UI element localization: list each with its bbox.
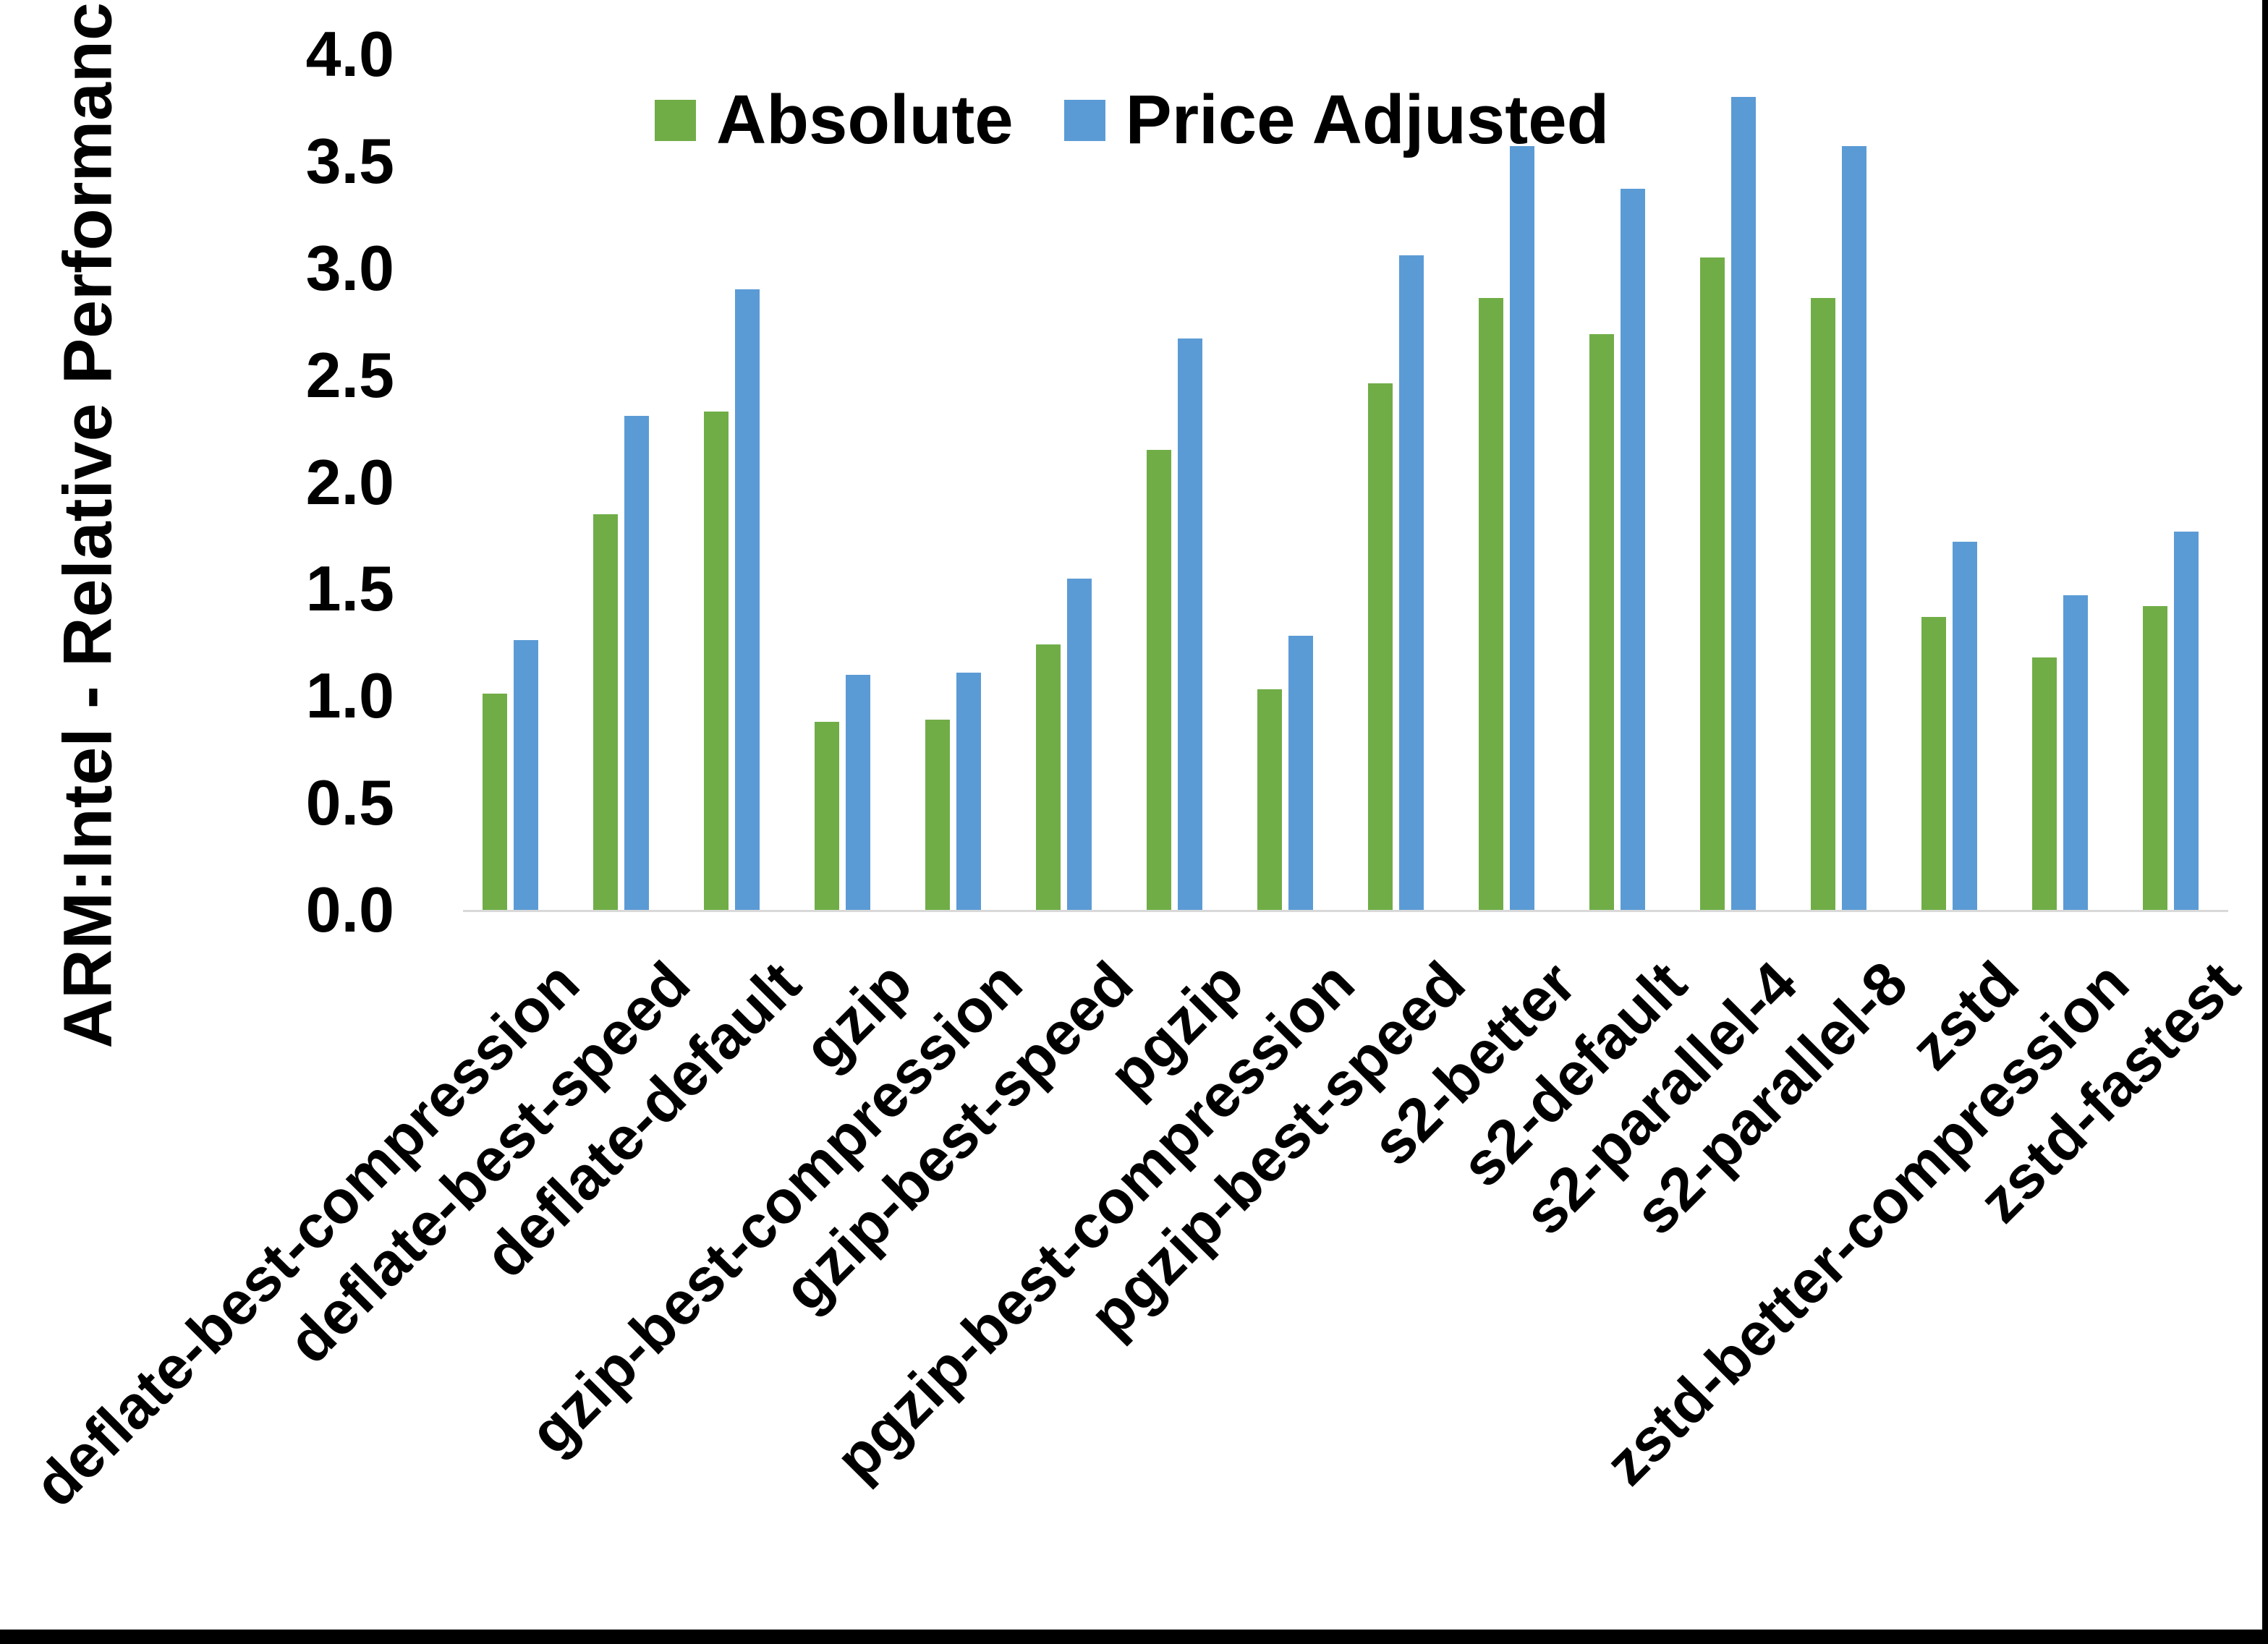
bar-price-adjusted bbox=[1953, 542, 1977, 910]
y-axis-tick-label: 2.0 bbox=[305, 446, 394, 518]
bar-absolute bbox=[593, 514, 618, 910]
x-axis-line bbox=[463, 910, 2228, 912]
bar-price-adjusted bbox=[2174, 532, 2199, 910]
bar-absolute bbox=[1147, 450, 1171, 910]
legend: Absolute Price Adjusted bbox=[655, 85, 1609, 155]
bar-absolute bbox=[2143, 606, 2167, 910]
screen-edge-bottom bbox=[0, 1630, 2268, 1644]
bar-absolute bbox=[1589, 334, 1614, 910]
bar-price-adjusted bbox=[624, 416, 649, 910]
bar-price-adjusted bbox=[514, 640, 538, 910]
bar-price-adjusted bbox=[1399, 255, 1424, 910]
bar-absolute bbox=[1811, 298, 1835, 910]
bar-absolute bbox=[815, 722, 839, 910]
y-axis-tick-label: 2.5 bbox=[305, 338, 394, 411]
bar-price-adjusted bbox=[1067, 579, 1092, 910]
y-axis-tick-label: 0.5 bbox=[305, 767, 394, 839]
bar-price-adjusted bbox=[1731, 97, 1756, 910]
y-axis-title: ARM:Intel - Relative Performance bbox=[49, 0, 127, 1049]
bar-price-adjusted bbox=[846, 675, 870, 910]
bar-price-adjusted bbox=[956, 673, 981, 910]
screen-edge-right bbox=[2262, 0, 2268, 1644]
legend-swatch-absolute bbox=[655, 99, 696, 141]
y-axis-tick-label: 3.5 bbox=[305, 124, 394, 197]
y-axis-tick-label: 1.5 bbox=[305, 553, 394, 625]
bar-price-adjusted bbox=[2063, 595, 2088, 910]
y-axis-tick-label: 4.0 bbox=[305, 18, 394, 90]
bar-absolute bbox=[1368, 383, 1393, 910]
bar-price-adjusted bbox=[735, 289, 760, 910]
legend-label-price-adjusted: Price Adjusted bbox=[1125, 81, 1610, 158]
bar-price-adjusted bbox=[1621, 189, 1645, 910]
y-axis-tick-label: 1.0 bbox=[305, 660, 394, 732]
legend-item-absolute: Absolute bbox=[655, 85, 1014, 155]
legend-item-price-adjusted: Price Adjusted bbox=[1063, 81, 1610, 158]
bar-price-adjusted bbox=[1288, 636, 1313, 910]
bar-absolute bbox=[1700, 257, 1725, 910]
legend-label-absolute: Absolute bbox=[716, 81, 1014, 158]
bar-absolute bbox=[1036, 644, 1061, 910]
bar-absolute bbox=[2032, 657, 2057, 910]
legend-swatch-price-adjusted bbox=[1063, 99, 1105, 141]
bar-price-adjusted bbox=[1510, 146, 1534, 910]
bar-absolute bbox=[925, 720, 950, 910]
y-axis-tick-label: 0.0 bbox=[305, 874, 394, 945]
bar-absolute bbox=[1257, 689, 1282, 910]
bar-absolute bbox=[1479, 298, 1503, 910]
bar-absolute bbox=[704, 412, 729, 910]
bar-absolute bbox=[1921, 617, 1946, 910]
bar-absolute bbox=[483, 694, 507, 910]
bar-price-adjusted bbox=[1842, 146, 1866, 910]
y-axis-tick-label: 3.0 bbox=[305, 231, 394, 304]
bar-price-adjusted bbox=[1178, 338, 1202, 910]
